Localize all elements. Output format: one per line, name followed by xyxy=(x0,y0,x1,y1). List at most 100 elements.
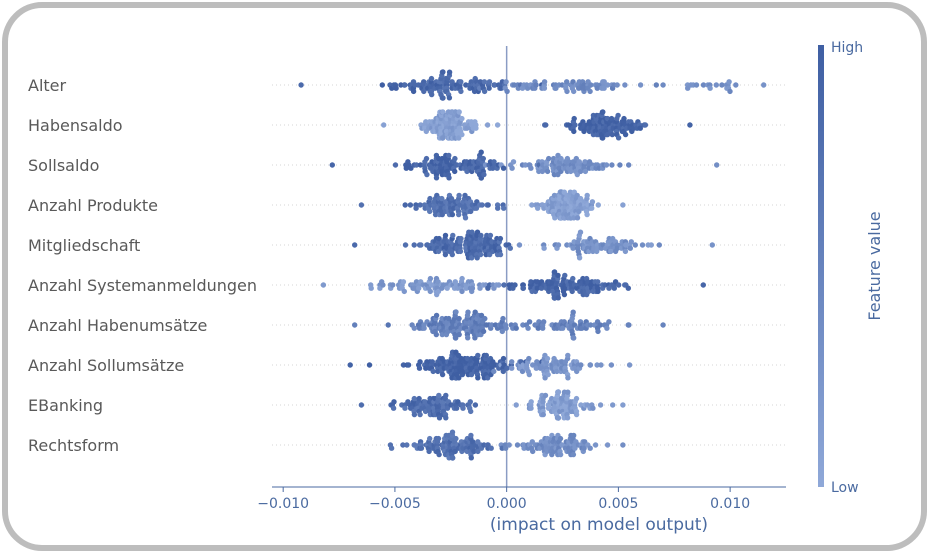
shap-point xyxy=(352,322,358,328)
shap-point xyxy=(448,195,455,202)
shap-point xyxy=(469,285,476,291)
shap-point xyxy=(329,162,335,168)
shap-point xyxy=(417,202,423,208)
shap-point xyxy=(442,251,449,258)
shap-point xyxy=(557,451,564,458)
shap-point xyxy=(555,272,561,279)
shap-point xyxy=(410,88,417,95)
feature-label: Anzahl Sollumsätze xyxy=(28,356,184,375)
shap-point xyxy=(390,405,397,411)
shap-point xyxy=(604,442,611,448)
shap-point xyxy=(429,359,435,365)
shap-point xyxy=(495,205,501,211)
x-tick-label: 0.000 xyxy=(487,496,527,512)
feature-label: Rechtsform xyxy=(28,436,119,455)
shap-point xyxy=(393,85,399,91)
shap-point xyxy=(392,162,399,168)
shap-point xyxy=(435,368,441,375)
shap-point xyxy=(513,402,519,408)
shap-point xyxy=(465,335,471,341)
shap-point xyxy=(529,202,535,208)
shap-point xyxy=(497,235,504,242)
shap-point xyxy=(496,282,502,288)
shap-point xyxy=(615,112,621,119)
shap-point xyxy=(298,82,304,88)
shap-point xyxy=(528,399,534,405)
shap-point xyxy=(608,248,614,255)
shap-point xyxy=(555,389,562,395)
shap-point xyxy=(402,82,408,88)
shap-point xyxy=(648,242,654,248)
shap-point xyxy=(463,285,469,291)
colorbar-title: Feature value xyxy=(865,211,884,320)
shap-point xyxy=(617,162,623,168)
x-tick-label: 0.010 xyxy=(710,496,750,512)
shap-point xyxy=(458,88,464,95)
shap-point xyxy=(656,242,662,248)
shap-point xyxy=(503,325,509,331)
shap-point xyxy=(423,155,430,162)
shap-point xyxy=(571,335,577,341)
feature-label: Anzahl Habenumsätze xyxy=(28,316,207,335)
shap-point xyxy=(429,91,435,98)
shap-point xyxy=(400,279,407,285)
x-tick-label: −0.010 xyxy=(257,496,309,512)
shap-point xyxy=(507,245,513,251)
shap-point xyxy=(456,375,462,381)
shap-point xyxy=(557,435,564,442)
shap-point xyxy=(504,365,510,371)
shap-point xyxy=(604,82,611,88)
shap-point xyxy=(500,355,507,362)
shap-point xyxy=(475,448,481,455)
shap-point xyxy=(500,165,507,171)
shap-point xyxy=(726,79,732,85)
shap-point xyxy=(598,362,604,368)
shap-point xyxy=(582,168,589,175)
shap-point xyxy=(442,232,449,239)
shap-point xyxy=(456,192,462,199)
shap-point xyxy=(565,389,571,395)
shap-point xyxy=(653,82,659,88)
shap-point xyxy=(462,192,468,199)
shap-point xyxy=(622,131,629,138)
shap-point xyxy=(594,85,600,91)
shap-point xyxy=(501,282,507,288)
shap-point xyxy=(416,365,423,371)
shap-point xyxy=(430,368,436,375)
shap-point xyxy=(474,229,481,235)
feature-labels: Alter Habensaldo Sollsaldo Anzahl Produkte M… xyxy=(28,76,257,455)
shap-point xyxy=(520,285,526,291)
shap-point xyxy=(761,82,767,88)
shap-point xyxy=(408,165,414,171)
shap-point xyxy=(440,109,446,115)
shap-point xyxy=(577,229,584,235)
shap-point xyxy=(541,85,548,91)
shap-point xyxy=(462,215,469,221)
shap-point xyxy=(587,362,594,368)
shap-point xyxy=(446,69,453,75)
shap-point xyxy=(388,445,395,451)
shap-point xyxy=(535,205,541,211)
shap-point xyxy=(499,328,505,335)
shap-point xyxy=(347,362,353,368)
shap-point xyxy=(615,135,622,141)
shap-point xyxy=(504,88,510,95)
shap-point xyxy=(494,122,501,128)
shap-point xyxy=(616,282,622,288)
shap-point xyxy=(475,352,481,359)
shap-point xyxy=(574,192,580,199)
shap-point xyxy=(484,122,491,128)
shap-point xyxy=(540,411,546,418)
shap-point xyxy=(436,392,442,399)
shap-point xyxy=(407,202,414,208)
shap-point xyxy=(597,402,604,408)
row-gridlines xyxy=(272,84,786,446)
shap-point xyxy=(528,165,534,171)
shap-point xyxy=(620,202,626,208)
shap-point xyxy=(488,445,494,451)
shap-point xyxy=(609,131,615,138)
shap-point xyxy=(421,325,427,331)
shap-point xyxy=(436,415,443,421)
shap-point xyxy=(637,125,643,131)
shap-point xyxy=(424,171,430,178)
